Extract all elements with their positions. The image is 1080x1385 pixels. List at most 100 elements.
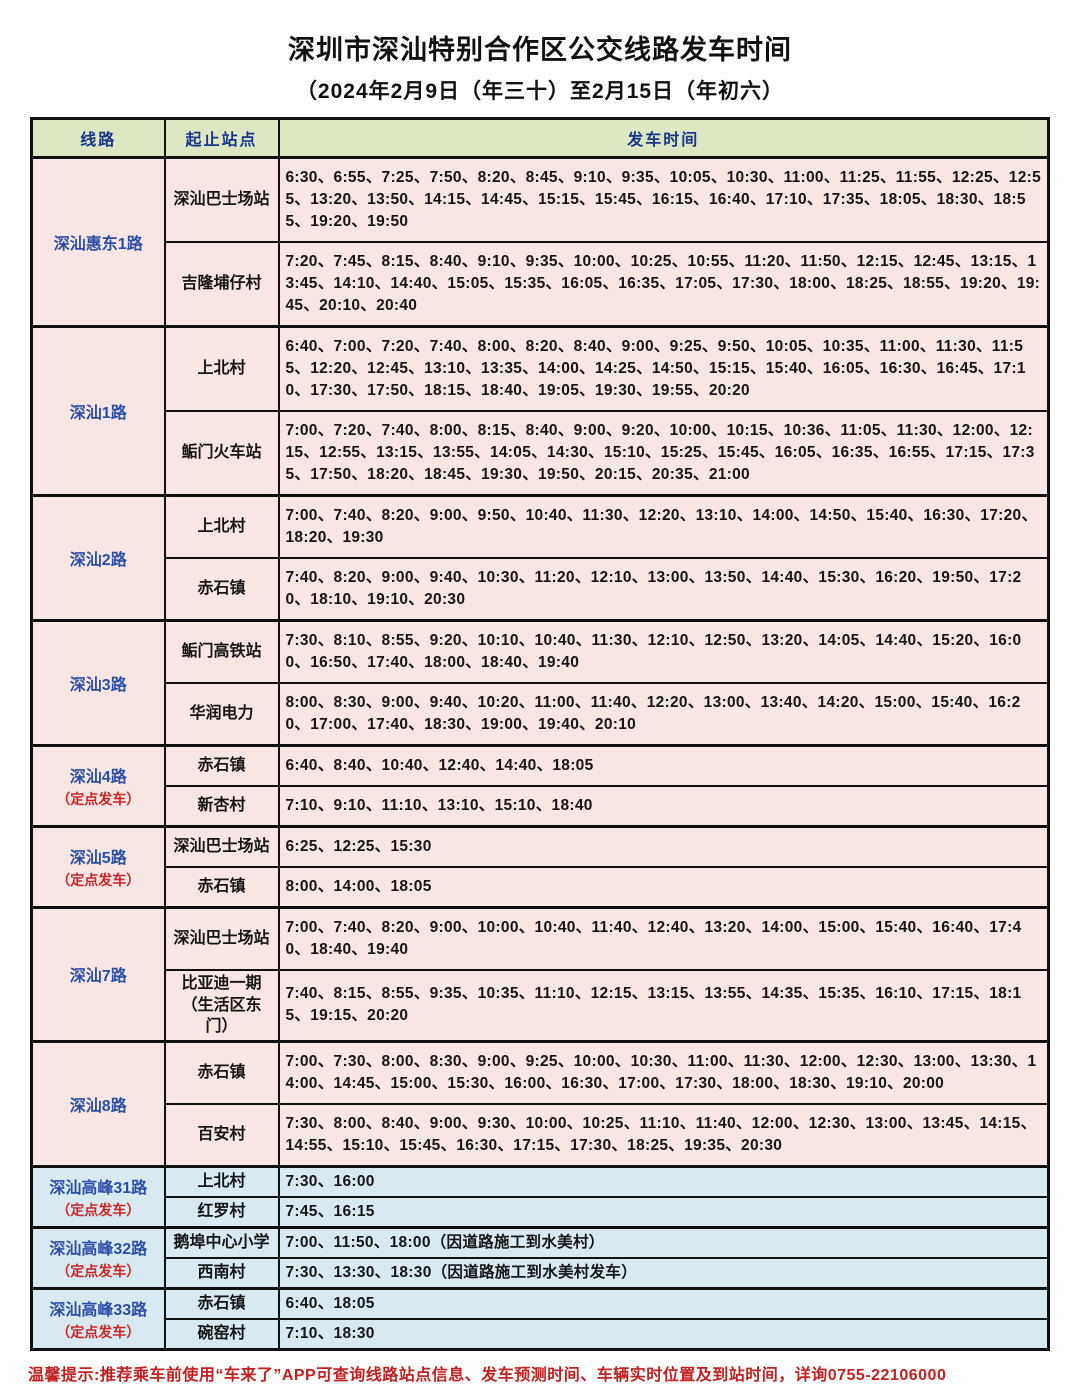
times-cell: 7:45、16:15	[277, 1195, 1050, 1229]
route-fixed-departure-note: （定点发车）	[56, 1201, 141, 1218]
route-name: 深汕7路	[69, 968, 127, 986]
footer-tip: 温馨提示:推荐乘车前使用“车来了”APP可查询线路站点信息、发车预测时间、车辆实…	[28, 1366, 947, 1384]
header-stations: 起止站点	[163, 117, 280, 159]
table-row: 鲘门火车站 7:00、7:20、7:40、8:00、8:15、8:40、9:00、…	[32, 410, 1050, 497]
page-subtitle: （2024年2月9日（年三十）至2月15日（年初六）	[295, 80, 785, 103]
route-fixed-departure-note: （定点发车）	[56, 1262, 141, 1279]
table-header-row: 线路 起止站点 发车时间	[30, 117, 1050, 159]
route-cell: 深汕3路	[30, 619, 166, 747]
route-name: 深汕高峰33路	[49, 1301, 148, 1319]
route-fixed-departure-note: （定点发车）	[56, 791, 141, 807]
times-cell: 8:00、8:30、9:00、9:40、10:20、11:00、11:40、12…	[277, 682, 1050, 747]
table-row: 深汕惠东1路 深汕巴士场站 6:30、6:55、7:25、7:50、8:20、8:4…	[30, 156, 1050, 328]
table-row: 红罗村 7:45、16:15	[32, 1195, 1050, 1229]
table-row: 深汕3路 鲘门高铁站 7:30、8:10、8:55、9:20、10:10、10:40…	[30, 619, 1050, 747]
station-cell: 上北村	[163, 1164, 280, 1198]
times-cell: 6:40、18:05	[277, 1286, 1050, 1320]
route-name: 深汕2路	[69, 552, 127, 569]
station-cell: 鲘门火车站	[163, 410, 280, 497]
station-cell: 新杏村	[163, 785, 280, 828]
station-cell: 华润电力	[163, 682, 280, 747]
station-cell: 红罗村	[163, 1195, 280, 1229]
route-name: 深汕高峰31路	[49, 1179, 148, 1197]
station-cell: 深汕巴士场站	[163, 825, 280, 868]
times-cell: 6:40、8:40、10:40、12:40、14:40、18:05	[277, 744, 1050, 787]
route-name: 深汕惠东1路	[53, 236, 143, 253]
route-cell: 深汕8路	[30, 1039, 166, 1168]
table-row: 深汕高峰31路 （定点发车） 上北村 7:30、16:00	[30, 1164, 1050, 1229]
station-cell: 深汕巴士场站	[163, 906, 280, 971]
route-name: 深汕8路	[69, 1097, 127, 1115]
times-cell: 6:25、12:25、15:30	[277, 825, 1050, 868]
station-cell: 赤石镇	[163, 744, 280, 787]
table-row: 深汕1路 上北村 6:40、7:00、7:20、7:40、8:00、8:20、8:4…	[30, 325, 1050, 497]
table-row: 赤石镇 7:40、8:20、9:00、9:40、10:30、11:20、12:10…	[32, 557, 1050, 622]
station-cell: 赤石镇	[163, 557, 280, 622]
table-row: 深汕8路 赤石镇 7:00、7:30、8:00、8:30、9:00、9:25、10:…	[30, 1039, 1050, 1168]
station-cell: 比亚迪一期（生活区东门）	[163, 968, 280, 1043]
table-row: 新杏村 7:10、9:10、11:10、13:10、15:10、18:40	[32, 785, 1050, 828]
table-row: 百安村 7:30、8:00、8:40、9:00、9:30、10:00、10:25、…	[32, 1102, 1050, 1168]
route-fixed-departure-note: （定点发车）	[56, 872, 141, 888]
page-title: 深圳市深汕特别合作区公交线路发车时间	[288, 35, 792, 65]
times-cell: 7:10、18:30	[277, 1317, 1050, 1351]
table-row: 赤石镇 8:00、14:00、18:05	[32, 866, 1050, 909]
times-cell: 7:30、8:00、8:40、9:00、9:30、10:00、10:25、11:…	[277, 1102, 1050, 1168]
station-cell: 深汕巴士场站	[163, 156, 280, 243]
station-cell: 碗窑村	[163, 1317, 280, 1351]
route-cell: 深汕高峰31路 （定点发车）	[30, 1164, 166, 1229]
route-cell: 深汕2路	[30, 494, 166, 622]
route-cell: 深汕高峰32路 （定点发车）	[30, 1225, 166, 1290]
times-cell: 7:40、8:20、9:00、9:40、10:30、11:20、12:10、13…	[277, 557, 1050, 622]
station-cell: 鲘门高铁站	[163, 619, 280, 684]
station-cell: 百安村	[163, 1102, 280, 1168]
route-name: 深汕4路	[69, 769, 127, 786]
times-cell: 7:30、16:00	[277, 1164, 1050, 1198]
table-row: 吉隆埔仔村 7:20、7:45、8:15、8:40、9:10、9:35、10:00…	[32, 241, 1050, 328]
times-cell: 7:40、8:15、8:55、9:35、10:35、11:10、12:15、13…	[277, 968, 1050, 1043]
route-fixed-departure-note: （定点发车）	[56, 1323, 141, 1340]
times-cell: 7:00、7:30、8:00、8:30、9:00、9:25、10:00、10:3…	[277, 1039, 1050, 1105]
times-cell: 6:40、7:00、7:20、7:40、8:00、8:20、8:40、9:00、…	[277, 325, 1050, 412]
station-cell: 赤石镇	[163, 1039, 280, 1105]
table-row: 深汕7路 深汕巴士场站 7:00、7:40、8:20、9:00、10:00、10:4…	[30, 906, 1050, 1043]
table-row: 华润电力 8:00、8:30、9:00、9:40、10:20、11:00、11:4…	[32, 682, 1050, 747]
table-row: 深汕高峰32路 （定点发车） 鹅埠中心小学 7:00、11:50、18:00（因道路施…	[30, 1225, 1050, 1290]
times-cell: 7:00、7:40、8:20、9:00、9:50、10:40、11:30、12:…	[277, 494, 1050, 559]
station-cell: 赤石镇	[163, 866, 280, 909]
times-cell: 7:00、11:50、18:00（因道路施工到水美村）	[277, 1225, 1050, 1259]
times-cell: 7:20、7:45、8:15、8:40、9:10、9:35、10:00、10:2…	[277, 241, 1050, 328]
table-row: 深汕高峰33路 （定点发车） 赤石镇 6:40、18:05	[30, 1286, 1050, 1351]
times-cell: 7:10、9:10、11:10、13:10、15:10、18:40	[277, 785, 1050, 828]
route-name: 深汕3路	[69, 677, 127, 694]
station-cell: 赤石镇	[163, 1286, 280, 1320]
route-name: 深汕高峰32路	[49, 1240, 148, 1258]
table-row: 西南村 7:30、13:30、18:30（因道路施工到水美村发车）	[32, 1256, 1050, 1290]
station-cell: 上北村	[163, 494, 280, 559]
route-cell: 深汕高峰33路 （定点发车）	[30, 1286, 166, 1351]
route-cell: 深汕7路	[30, 906, 166, 1043]
header-departure-times: 发车时间	[277, 117, 1050, 159]
station-cell: 鹅埠中心小学	[163, 1225, 280, 1259]
header-route: 线路	[30, 117, 166, 159]
times-cell: 7:00、7:20、7:40、8:00、8:15、8:40、9:00、9:20、…	[277, 410, 1050, 497]
route-name: 深汕5路	[69, 850, 127, 867]
station-cell: 上北村	[163, 325, 280, 412]
table-row: 比亚迪一期（生活区东门） 7:40、8:15、8:55、9:35、10:35、11…	[32, 968, 1050, 1043]
route-name: 深汕1路	[69, 405, 127, 422]
times-cell: 7:30、8:10、8:55、9:20、10:10、10:40、11:30、12…	[277, 619, 1050, 684]
station-cell: 吉隆埔仔村	[163, 241, 280, 328]
route-cell: 深汕4路 （定点发车）	[30, 744, 166, 828]
times-cell: 8:00、14:00、18:05	[277, 866, 1050, 909]
times-cell: 7:00、7:40、8:20、9:00、10:00、10:40、11:40、12…	[277, 906, 1050, 971]
route-cell: 深汕1路	[30, 325, 166, 497]
table-row: 深汕2路 上北村 7:00、7:40、8:20、9:00、9:50、10:40、11…	[30, 494, 1050, 622]
bus-schedule-table: 线路 起止站点 发车时间 深汕惠东1路 深汕巴士场站 6:30、6:55、7:25、…	[30, 117, 1050, 1351]
table-row: 深汕4路 （定点发车） 赤石镇 6:40、8:40、10:40、12:40、14:40…	[30, 744, 1050, 828]
times-cell: 6:30、6:55、7:25、7:50、8:20、8:45、9:10、9:35、…	[277, 156, 1050, 243]
route-cell: 深汕5路 （定点发车）	[30, 825, 166, 909]
table-row: 碗窑村 7:10、18:30	[32, 1317, 1050, 1351]
route-cell: 深汕惠东1路	[30, 156, 166, 328]
station-cell: 西南村	[163, 1256, 280, 1290]
table-row: 深汕5路 （定点发车） 深汕巴士场站 6:25、12:25、15:30	[30, 825, 1050, 909]
